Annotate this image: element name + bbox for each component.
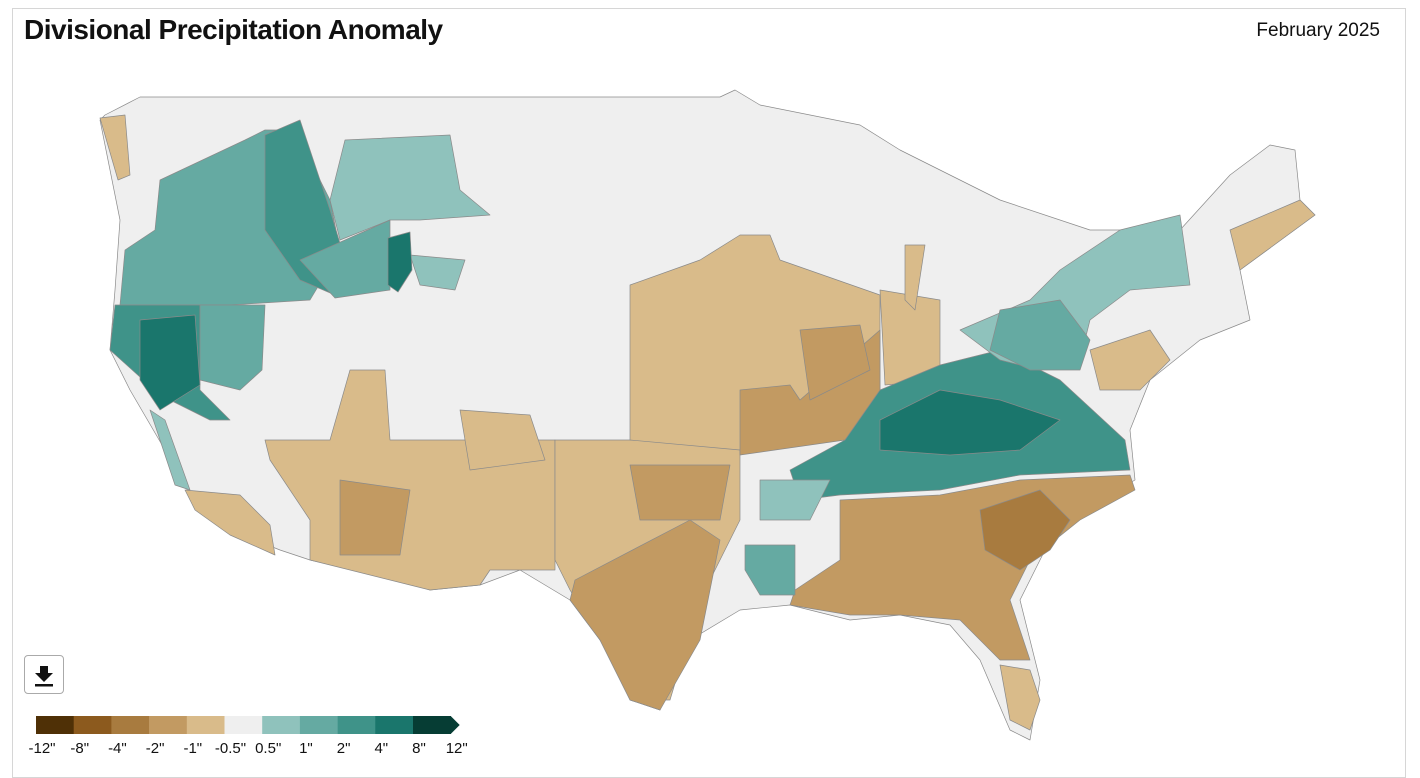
legend-swatch (36, 716, 74, 734)
climate-division (1089, 329, 1171, 391)
climate-division (99, 114, 131, 181)
climate-division (759, 479, 831, 521)
climate-division (264, 369, 556, 591)
legend-swatch (299, 716, 338, 734)
download-bar (35, 684, 53, 687)
climate-division (409, 254, 466, 291)
legend-swatch (375, 716, 414, 734)
climate-division (387, 231, 413, 293)
map-layer (99, 89, 1316, 741)
climate-division (989, 299, 1091, 371)
climate-division (799, 324, 871, 401)
download-icon (35, 666, 53, 687)
legend-label: -0.5" (215, 740, 246, 757)
legend: -12" -8" -4" -2" -1" -0.5" 0.5" 1" 2" 4" 8" 12" (28, 716, 468, 757)
climate-division (339, 479, 411, 556)
legend-label: -1" (183, 740, 202, 757)
climate-division (299, 219, 391, 299)
legend-label: -8" (70, 740, 89, 757)
legend-label: 8" (412, 740, 426, 757)
download-arrow (35, 666, 53, 682)
climate-division (879, 389, 1061, 456)
legend-swatch (186, 716, 225, 734)
climate-division (329, 134, 491, 241)
climate-division (199, 304, 266, 391)
legend-label: 2" (337, 740, 351, 757)
legend-label: 0.5" (255, 740, 281, 757)
legend-swatch (337, 716, 376, 734)
legend-label: -12" (28, 740, 55, 757)
climate-division (744, 544, 796, 596)
legend-label: 12" (446, 740, 468, 757)
legend-swatch (111, 716, 150, 734)
climate-division (139, 314, 201, 411)
climate-division (629, 464, 731, 521)
legend-swatch (224, 716, 263, 734)
map-title: Divisional Precipitation Anomaly (24, 14, 443, 45)
climate-division (904, 244, 926, 311)
map-date: February 2025 (1256, 20, 1380, 41)
legend-swatch (73, 716, 112, 734)
climate-division (459, 409, 546, 471)
legend-arrow (450, 716, 460, 734)
legend-label: -2" (146, 740, 165, 757)
climate-division (999, 664, 1041, 731)
legend-label: 1" (299, 740, 313, 757)
climate-division (1229, 199, 1316, 271)
legend-swatch (262, 716, 301, 734)
legend-label: 4" (374, 740, 388, 757)
legend-swatch (149, 716, 188, 734)
download-button[interactable] (24, 655, 64, 694)
legend-label: -4" (108, 740, 127, 757)
climate-division (569, 519, 721, 711)
climate-division (184, 489, 276, 556)
climate-division (979, 489, 1071, 571)
legend-swatch (413, 716, 451, 734)
climate-division (149, 409, 191, 491)
